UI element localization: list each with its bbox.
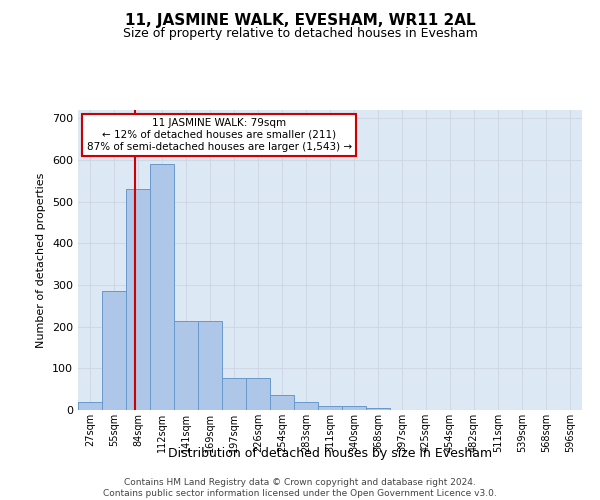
Text: Distribution of detached houses by size in Evesham: Distribution of detached houses by size … [168,448,492,460]
Text: Size of property relative to detached houses in Evesham: Size of property relative to detached ho… [122,28,478,40]
Bar [247,378,269,410]
Bar [151,164,173,410]
Text: 11, JASMINE WALK, EVESHAM, WR11 2AL: 11, JASMINE WALK, EVESHAM, WR11 2AL [125,12,475,28]
Bar [271,396,293,410]
Bar [79,402,101,410]
Text: 11 JASMINE WALK: 79sqm
← 12% of detached houses are smaller (211)
87% of semi-de: 11 JASMINE WALK: 79sqm ← 12% of detached… [86,118,352,152]
Y-axis label: Number of detached properties: Number of detached properties [37,172,46,348]
Bar [199,322,221,410]
Bar [103,291,125,410]
Text: Contains HM Land Registry data © Crown copyright and database right 2024.
Contai: Contains HM Land Registry data © Crown c… [103,478,497,498]
Bar [127,189,149,410]
Bar [319,406,341,410]
Bar [367,408,389,410]
Bar [343,406,365,410]
Bar [295,402,317,410]
Bar [223,378,245,410]
Bar [175,322,197,410]
